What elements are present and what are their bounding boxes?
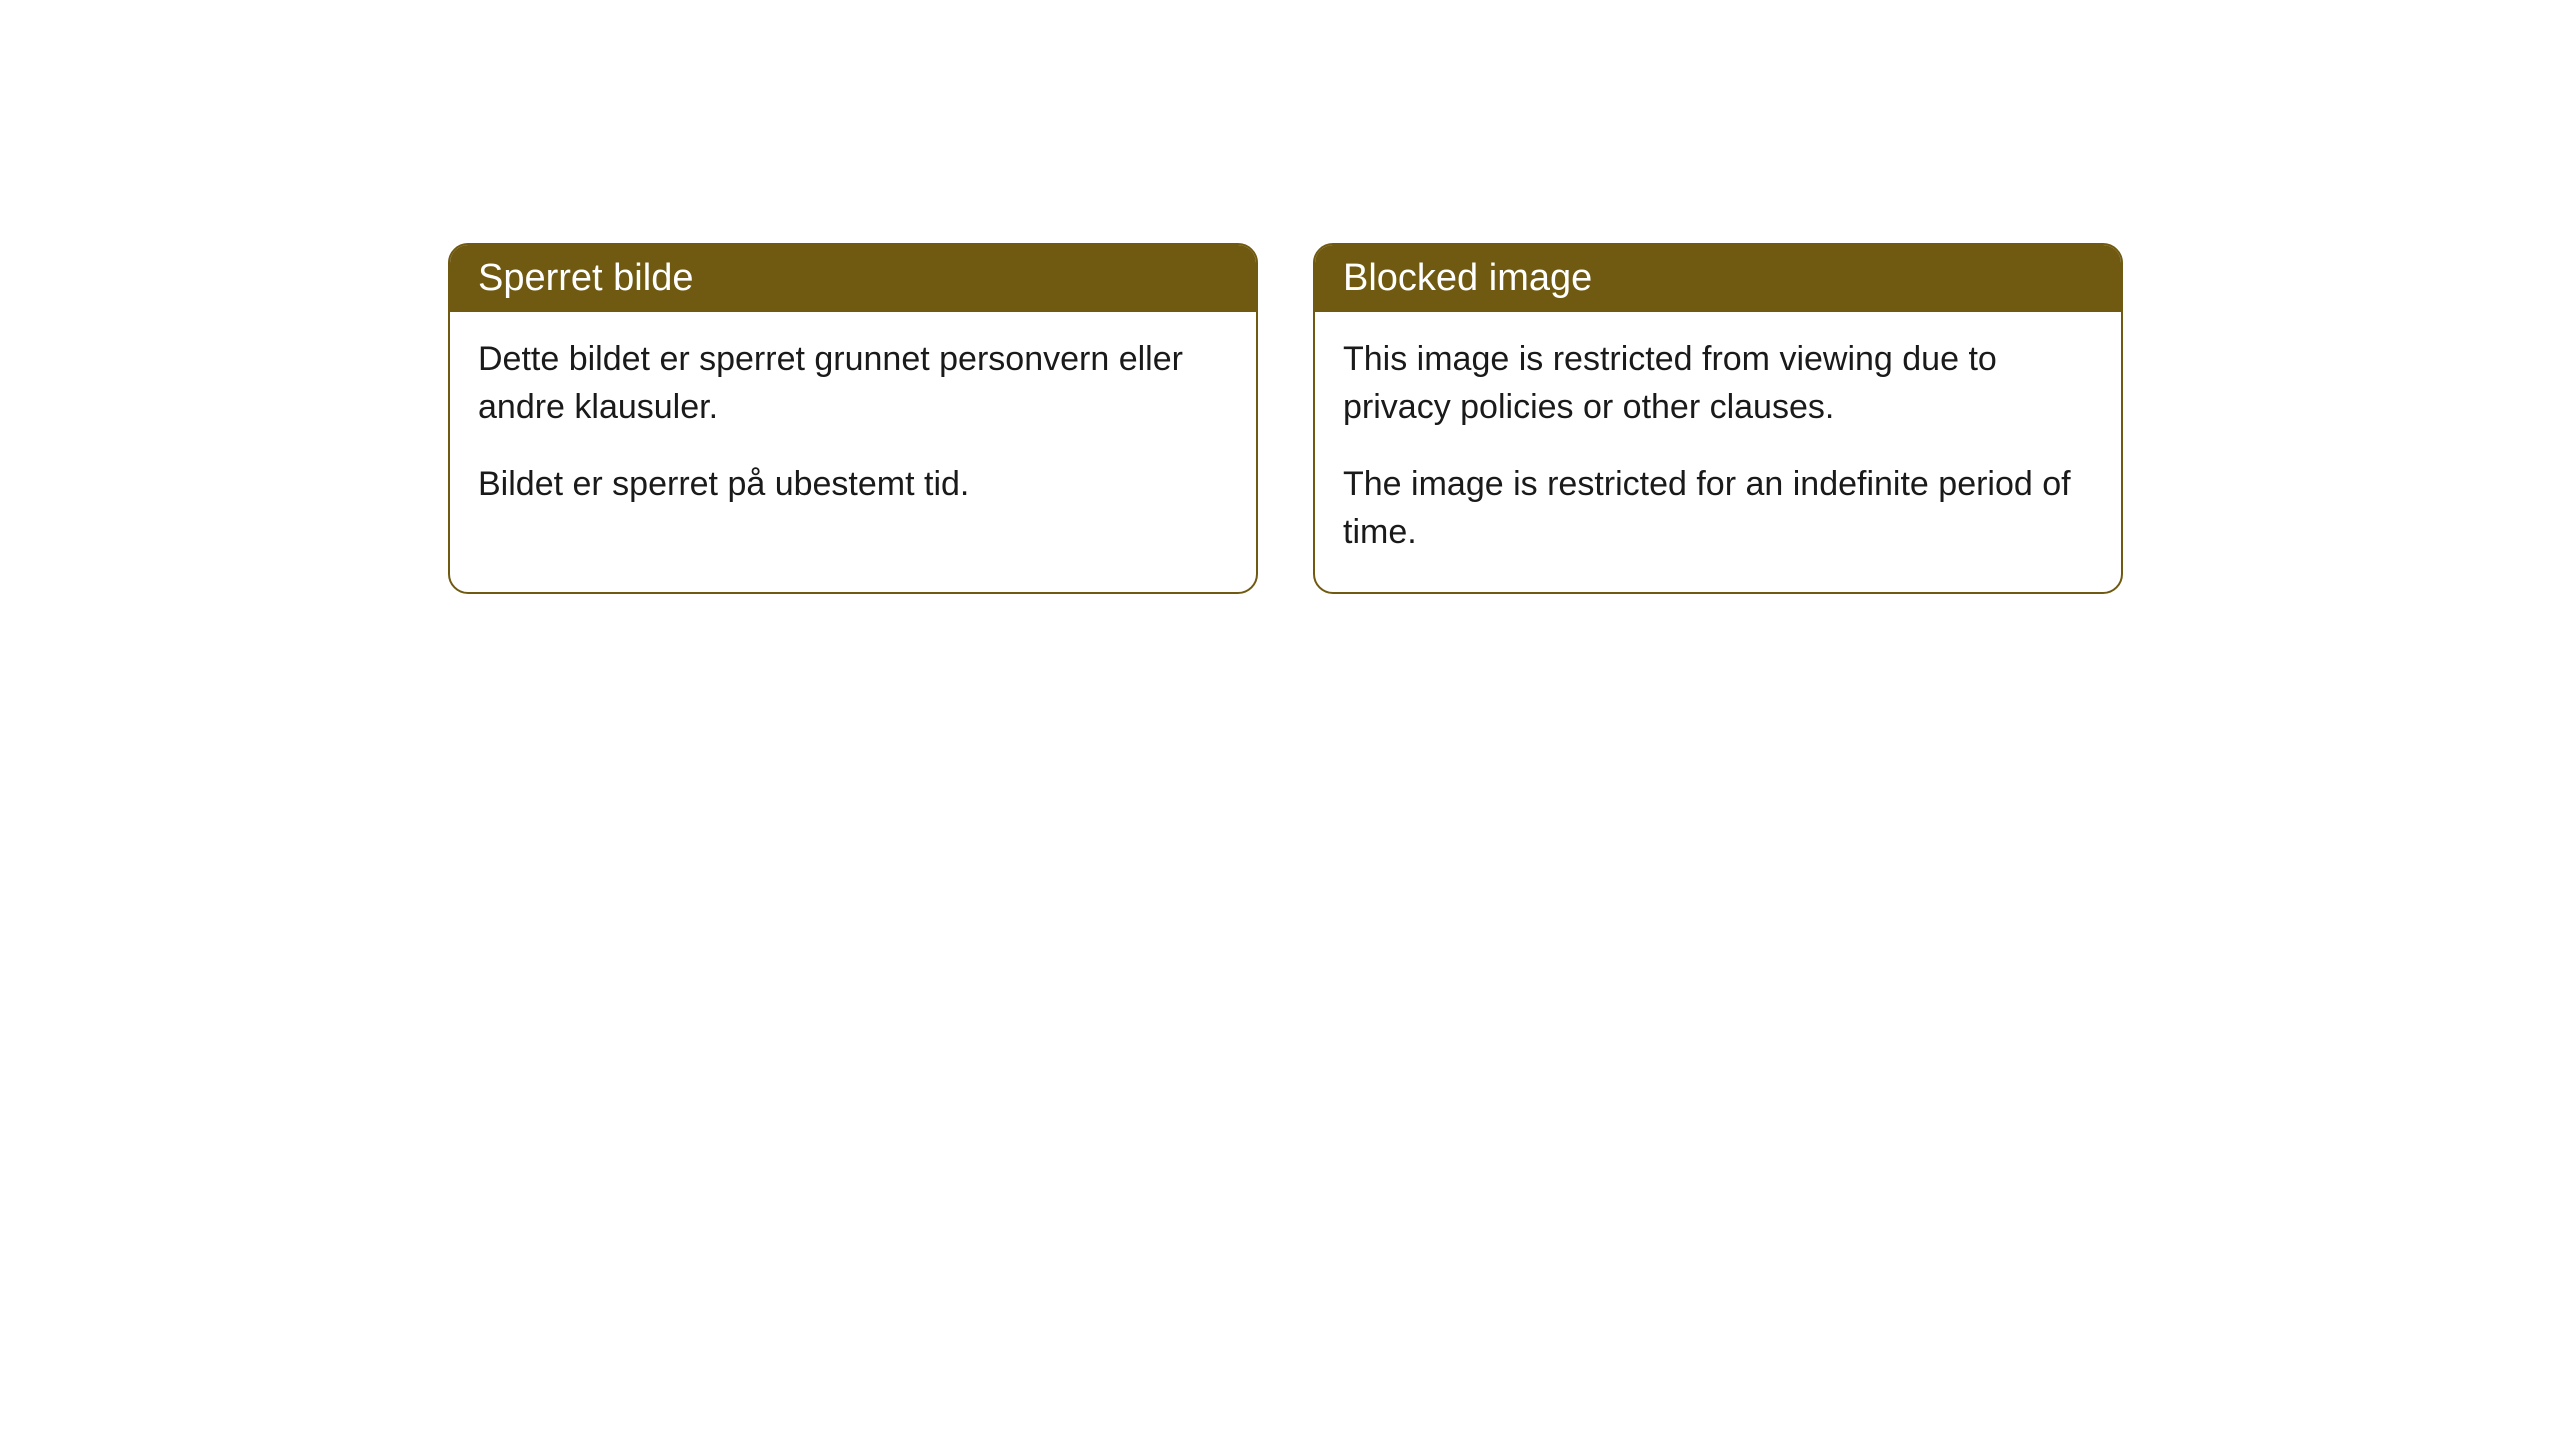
cards-container: Sperret bilde Dette bildet er sperret gr… — [0, 0, 2560, 594]
card-body-english: This image is restricted from viewing du… — [1315, 312, 2121, 592]
blocked-image-card-english: Blocked image This image is restricted f… — [1313, 243, 2123, 594]
card-paragraph: Dette bildet er sperret grunnet personve… — [478, 336, 1228, 431]
card-body-norwegian: Dette bildet er sperret grunnet personve… — [450, 312, 1256, 545]
card-title: Sperret bilde — [478, 257, 693, 299]
card-paragraph: This image is restricted from viewing du… — [1343, 336, 2093, 431]
card-header-norwegian: Sperret bilde — [450, 245, 1256, 312]
card-paragraph: Bildet er sperret på ubestemt tid. — [478, 461, 1228, 509]
card-paragraph: The image is restricted for an indefinit… — [1343, 461, 2093, 556]
blocked-image-card-norwegian: Sperret bilde Dette bildet er sperret gr… — [448, 243, 1258, 594]
card-header-english: Blocked image — [1315, 245, 2121, 312]
card-title: Blocked image — [1343, 257, 1592, 299]
